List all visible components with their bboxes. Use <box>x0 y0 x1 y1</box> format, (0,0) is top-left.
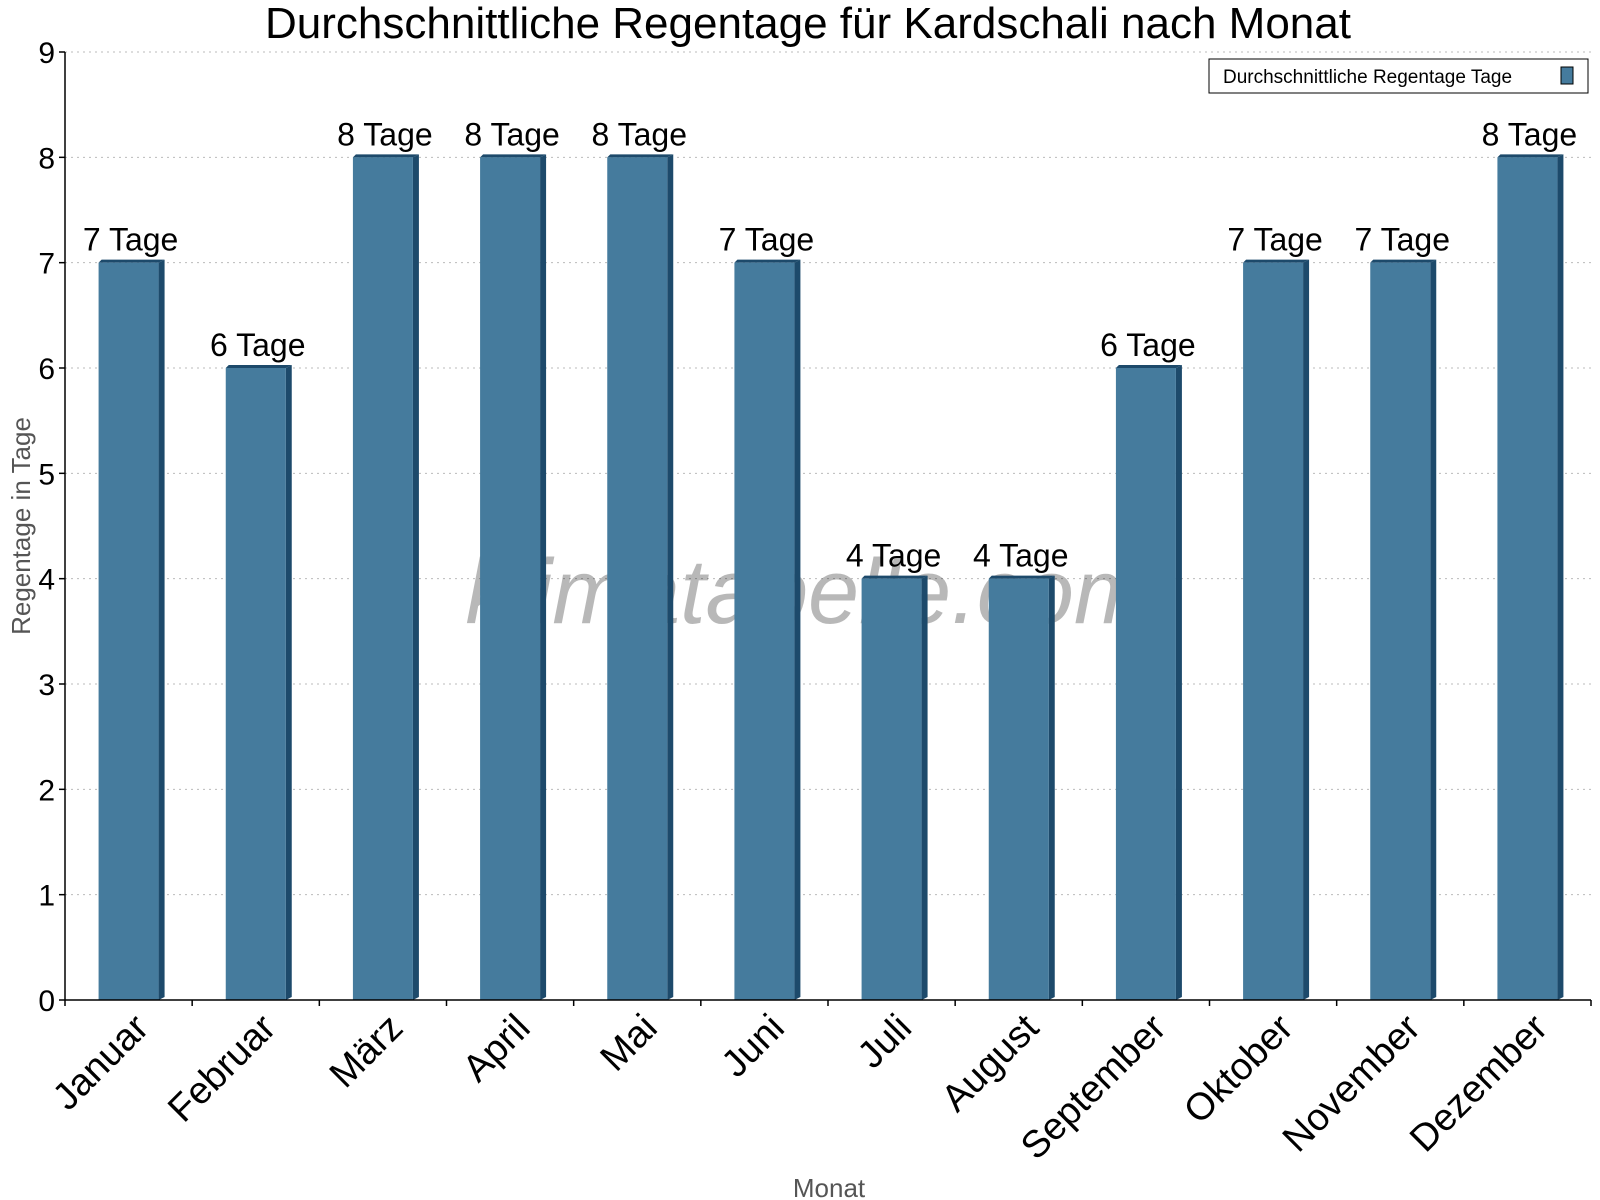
data-label: 8 Tage <box>337 116 433 152</box>
bar-top <box>1370 259 1437 263</box>
data-label: 7 Tage <box>1227 222 1323 258</box>
x-tick-label: Juni <box>714 1007 793 1086</box>
bar-side <box>1557 154 1564 1001</box>
data-label: 4 Tage <box>973 538 1069 574</box>
y-tick-label: 5 <box>38 458 55 491</box>
y-tick-label: 6 <box>38 353 55 386</box>
x-tick-label: Mai <box>593 1007 666 1080</box>
bar-top <box>225 365 292 368</box>
y-tick-label: 8 <box>38 142 55 175</box>
y-tick-label: 2 <box>38 774 55 807</box>
data-labels: 7 Tage 6 Tage 8 Tage 8 Tage 8 Tage 7 Tage 4 Ta… <box>83 116 1577 573</box>
y-axis-label: Regentage in Tage <box>6 417 36 635</box>
bar-side <box>1175 365 1182 1000</box>
bar-januar <box>98 259 165 1001</box>
data-label: 4 Tage <box>846 538 942 574</box>
x-tick-label: Juli <box>850 1007 920 1077</box>
bar-top <box>861 575 928 579</box>
bar-face <box>734 262 795 1001</box>
bar-juli <box>861 575 928 1000</box>
y-tick-label: 4 <box>38 564 55 597</box>
bar-side <box>1430 259 1437 1001</box>
bar-side <box>1048 575 1055 1000</box>
bar-face <box>352 157 413 1001</box>
bar-dezember <box>1497 154 1564 1001</box>
bar-face <box>1497 157 1558 1001</box>
bar-top <box>98 259 165 263</box>
bar-top <box>734 259 801 263</box>
bar-face <box>1370 262 1431 1001</box>
bar-oktober <box>1243 259 1310 1001</box>
bar-august <box>988 575 1055 1000</box>
bar-top <box>607 154 674 158</box>
y-ticks: 0 1 2 3 4 5 6 7 8 9 <box>38 37 65 1018</box>
data-label: 7 Tage <box>83 222 179 258</box>
bar-top <box>1243 259 1310 263</box>
bar-side <box>412 154 419 1001</box>
y-tick-label: 7 <box>38 248 55 281</box>
bar-mai <box>607 154 674 1001</box>
axes <box>64 52 1591 1001</box>
x-tick-label: November <box>1275 1006 1429 1160</box>
x-tick-label: Dezember <box>1402 1006 1556 1160</box>
bar-side <box>794 259 801 1001</box>
bar-top <box>1497 154 1564 158</box>
bar-face <box>861 578 922 1000</box>
data-label: 8 Tage <box>592 116 688 152</box>
y-tick-label: 9 <box>38 37 55 70</box>
legend-swatch <box>1560 66 1574 85</box>
bar-juni <box>734 259 801 1001</box>
bar-face <box>1243 262 1304 1001</box>
bar-face <box>988 578 1049 1000</box>
y-tick-label: 0 <box>38 985 55 1018</box>
y-tick-label: 3 <box>38 669 55 702</box>
data-label: 6 Tage <box>210 327 306 363</box>
bar-side <box>540 154 547 1001</box>
data-label: 8 Tage <box>464 116 560 152</box>
grid-lines <box>65 51 1591 896</box>
x-tick-label: Januar <box>45 1006 157 1118</box>
bar-side <box>285 365 292 1000</box>
bar-face <box>225 368 286 1000</box>
y-tick-label: 1 <box>38 880 55 913</box>
chart-title: Durchschnittliche Regentage für Kardscha… <box>265 0 1351 48</box>
bar-face <box>98 262 159 1001</box>
bars <box>98 154 1564 1001</box>
x-ticks: Januar Februar März April Mai Juni Juli AugustS… <box>45 1000 1592 1168</box>
bar-november <box>1370 259 1437 1001</box>
x-tick-label: Oktober <box>1176 1006 1302 1132</box>
bar-top <box>1115 365 1182 368</box>
bar-side <box>1303 259 1310 1001</box>
legend: Durchschnittliche Regentage Tage <box>1208 58 1589 94</box>
legend-box <box>1208 58 1589 94</box>
x-tick-label: Februar <box>160 1006 284 1130</box>
bar-top <box>352 154 419 158</box>
bar-top <box>480 154 547 158</box>
bar-side <box>158 259 165 1001</box>
bar-april <box>480 154 547 1001</box>
bar-september <box>1115 365 1182 1000</box>
bar-side <box>921 575 928 1000</box>
data-label: 8 Tage <box>1482 116 1578 152</box>
x-tick-label: August <box>934 1006 1048 1120</box>
x-axis-label: Monat <box>793 1173 866 1200</box>
bar-top <box>988 575 1055 579</box>
bar-face <box>1115 368 1176 1000</box>
legend-label: Durchschnittliche Regentage Tage <box>1223 67 1512 88</box>
data-label: 7 Tage <box>1355 222 1451 258</box>
bar-face <box>480 157 541 1001</box>
x-tick-label: März <box>322 1007 411 1096</box>
x-tick-label: April <box>455 1007 538 1090</box>
bar-side <box>667 154 674 1001</box>
data-label: 6 Tage <box>1100 327 1196 363</box>
data-label: 7 Tage <box>719 222 815 258</box>
bar-februar <box>225 365 292 1000</box>
bar-face <box>607 157 668 1001</box>
bar-märz <box>352 154 419 1001</box>
